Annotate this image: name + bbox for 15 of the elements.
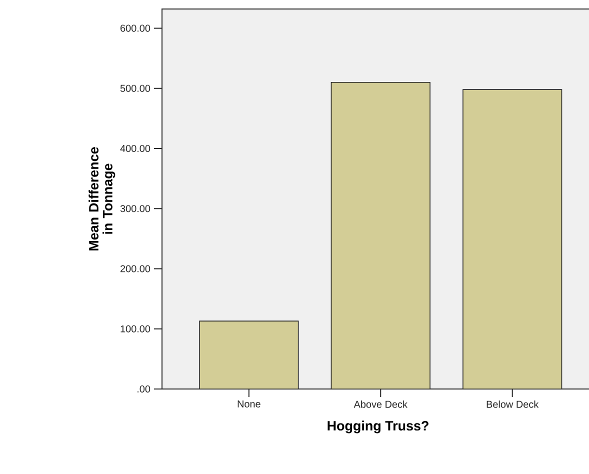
y-tick-label: 300.00 — [120, 205, 150, 212]
bar — [330, 82, 430, 389]
x-tick-label: Below Deck — [486, 400, 539, 408]
bar — [199, 320, 299, 389]
y-tick-label: 600.00 — [120, 24, 150, 32]
y-tick-label: 100.00 — [120, 325, 150, 332]
bar — [462, 89, 562, 389]
y-tick-label: 500.00 — [120, 84, 150, 92]
x-axis-title: Hogging Truss? — [328, 420, 428, 434]
x-tick-label: None — [238, 400, 260, 408]
x-tick-label: Above Deck — [354, 400, 408, 408]
y-tick-label: 200.00 — [120, 265, 150, 272]
y-tick-label: 400.00 — [120, 144, 150, 152]
y-tick-label: .00 — [138, 385, 150, 393]
y-axis-title: Mean Difference in Tonnage — [88, 147, 116, 250]
